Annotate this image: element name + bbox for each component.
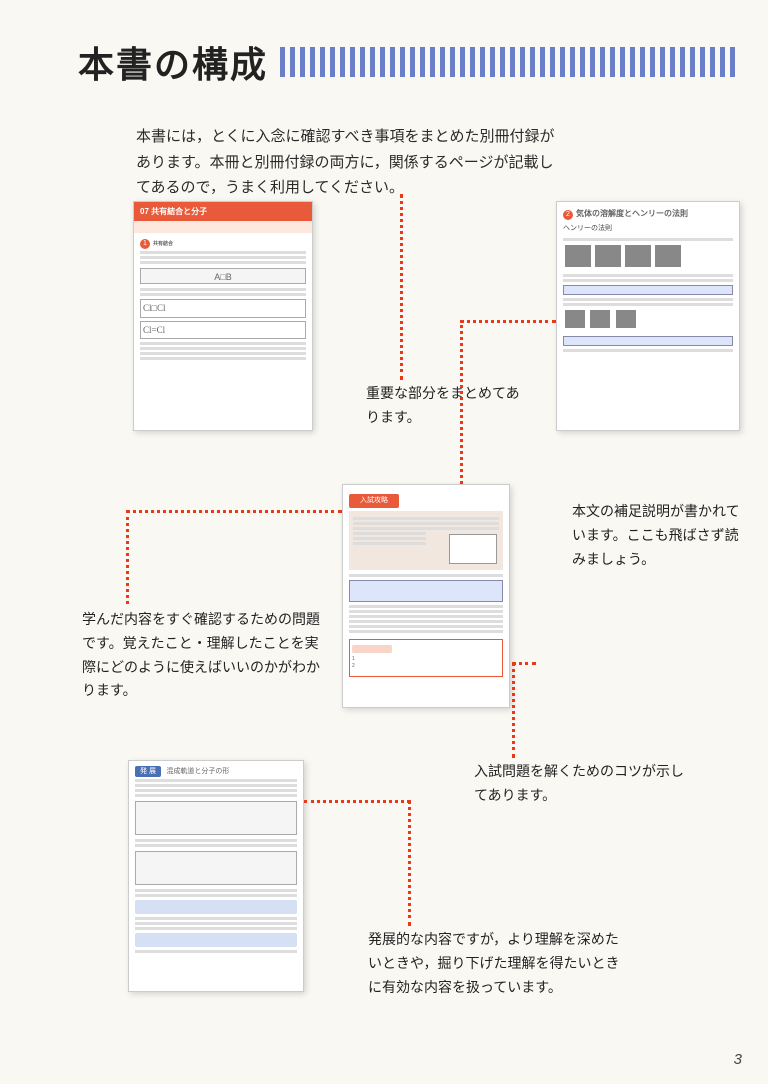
thumbnail-3-exam-practice: 入試攻略 1 2 [342,484,510,708]
th1-symbol2: Cl=Cl [140,321,306,340]
th4-title: 混成軌道と分子の形 [166,768,229,775]
th4-label: 発 展 [135,766,161,777]
th3-list2: 2 [352,663,355,669]
page-number: 3 [734,1051,742,1068]
th1-chapter-num: 07 [140,207,149,216]
th2-chapter-num: 2 [563,210,573,220]
connector-line [512,662,515,758]
title-stripe-decoration [280,47,738,77]
th1-symbol1: Cl□Cl [140,299,306,318]
th1-section-num: 1 [140,239,150,249]
thumbnail-4-advanced: 発 展 混成軌道と分子の形 [128,760,304,992]
caption-exam-tips: 入試問題を解くためのコツが示してあります。 [474,760,694,808]
thumbnail-2-henry-law: 2気体の溶解度とヘンリーの法則 ヘンリーの法則 [556,201,740,431]
thumbnail-1-covalent-bond: 07 共有結合と分子 1共有結合 A□B Cl□Cl Cl=Cl [133,201,313,431]
connector-line [460,320,556,323]
page-title: 本書の構成 [78,36,268,88]
caption-summary: 重要な部分をまとめてあります。 [366,382,526,430]
caption-practice: 学んだ内容をすぐ確認するための問題です。覚えたこと・理解したことを実際にどのよう… [82,608,322,703]
th2-subtitle: ヘンリーの法則 [563,224,733,234]
connector-line [400,194,403,380]
th2-chapter-title: 気体の溶解度とヘンリーの法則 [576,209,688,218]
caption-supplement: 本文の補足説明が書かれています。ここも飛ばさず読みましょう。 [572,500,748,571]
connector-line [126,510,342,513]
intro-paragraph: 本書には，とくに入念に確認すべき事項をまとめた別冊付録があります。本冊と別冊付録… [136,124,556,201]
connector-line [408,800,411,926]
connector-line [304,800,410,803]
th1-formula: A□B [140,268,306,284]
connector-line [126,510,129,604]
connector-line [512,662,536,665]
th1-section-title: 共有結合 [153,241,173,247]
th3-label: 入試攻略 [349,494,399,508]
th3-list1: 1 [352,656,355,662]
caption-advanced: 発展的な内容ですが，より理解を深めたいときや，掘り下げた理解を得たいときに有効な… [368,928,628,999]
th1-chapter-title: 共有結合と分子 [151,207,207,216]
